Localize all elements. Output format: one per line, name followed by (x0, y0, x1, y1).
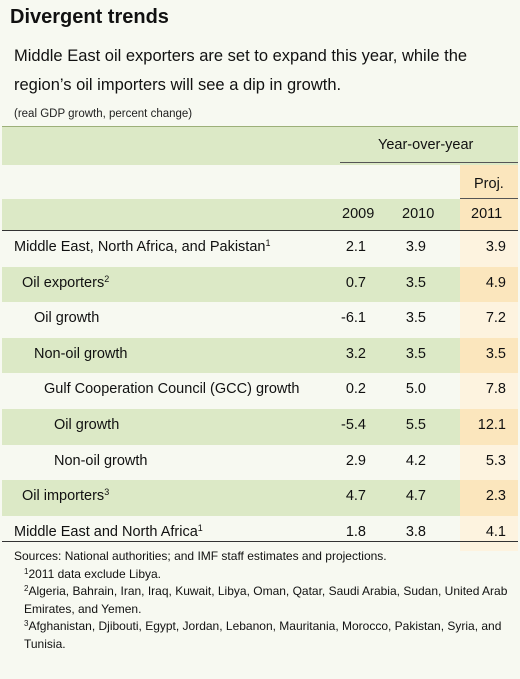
unit-note: (real GDP growth, percent change) (14, 108, 193, 120)
projection-cell-band (460, 480, 518, 516)
group-header-yoy: Year-over-year (378, 137, 474, 153)
sources-note: Sources: National authorities; and IMF s… (14, 549, 387, 563)
footnote-2-text: Algeria, Bahrain, Iran, Iraq, Kuwait, Li… (24, 584, 508, 616)
table-row: Oil importers3 4.7 4.7 2.3 (2, 480, 518, 516)
row-label-text: Gulf Cooperation Council (GCC) growth (44, 381, 300, 398)
table-row: Middle East and North Africa1 1.8 3.8 4.1 (2, 515, 518, 552)
row-label: Oil importers3 (22, 487, 110, 505)
row-footnote-marker: 1 (197, 522, 203, 533)
row-footnote-marker: 3 (104, 487, 110, 498)
value-2011: 2.3 (485, 488, 506, 505)
table-row: Oil growth -6.1 3.5 7.2 (2, 302, 518, 338)
value-2011: 7.2 (485, 310, 506, 327)
value-2011: 5.3 (485, 452, 506, 469)
value-2009: -5.4 (341, 417, 366, 433)
row-label-text: Non-oil growth (34, 345, 128, 362)
projection-cell-band (460, 302, 518, 338)
row-label: Non-oil growth (54, 453, 148, 469)
year-header-2009: 2009 (342, 206, 375, 222)
value-2009: 0.7 (345, 274, 366, 291)
projection-label: Proj. (474, 176, 504, 192)
footnote-1-text: 2011 data exclude Libya. (28, 566, 161, 581)
value-2009: 0.2 (345, 381, 366, 398)
row-label: Gulf Cooperation Council (GCC) growth (44, 381, 299, 397)
value-2009: 2.1 (345, 239, 366, 255)
header-mid-band (2, 165, 518, 199)
header-bottom-rule (2, 230, 518, 231)
footnote-3: 3Afghanistan, Djibouti, Egypt, Jordan, L… (14, 618, 514, 653)
value-2009: 3.2 (345, 345, 366, 362)
value-2011: 7.8 (485, 381, 506, 398)
projection-cell-band (460, 373, 518, 409)
table-header (2, 127, 518, 230)
projection-cell-band (460, 337, 518, 374)
value-2011: 4.9 (485, 274, 506, 291)
row-label-text: Middle East, North Africa, and Pakistan (14, 239, 266, 255)
footnote-3-marker: 3 (24, 619, 29, 628)
figure-title: Divergent trends (10, 6, 169, 28)
value-2010: 5.0 (405, 381, 426, 398)
value-2010: 4.7 (405, 488, 426, 505)
value-2010: 3.5 (405, 274, 426, 291)
table-row: Oil growth -5.4 5.5 12.1 (2, 409, 518, 445)
row-label-text: Non-oil growth (54, 452, 148, 469)
footnote-2-marker: 2 (24, 584, 29, 593)
row-label: Oil exporters2 (22, 273, 110, 291)
value-2009: 1.8 (345, 523, 366, 540)
row-label-text: Oil growth (54, 417, 120, 433)
projection-cell-band (460, 409, 518, 445)
row-label-text: Oil exporters (22, 274, 105, 291)
year-header-2011: 2011 (471, 206, 503, 222)
value-2010: 3.9 (405, 239, 426, 255)
table-row: Non-oil growth 3.2 3.5 3.5 (2, 337, 518, 374)
value-2011: 3.9 (485, 239, 506, 255)
footnote-1: 12011 data exclude Libya. (14, 566, 514, 584)
footnote-1-marker: 1 (24, 566, 29, 576)
value-2011: 3.5 (485, 345, 506, 362)
projection-header-band (460, 165, 518, 230)
value-2010: 3.8 (405, 523, 426, 540)
year-header-2010: 2010 (402, 206, 435, 222)
value-2010: 5.5 (405, 417, 426, 433)
row-label-text: Oil importers (22, 488, 105, 505)
footnote-3-text: Afghanistan, Djibouti, Egypt, Jordan, Le… (24, 619, 502, 651)
row-label: Oil growth (34, 310, 99, 326)
value-2010: 3.5 (405, 345, 426, 362)
row-label: Non-oil growth (34, 346, 128, 362)
row-footnote-marker: 1 (265, 238, 271, 248)
row-footnote-marker: 2 (104, 273, 110, 284)
figure-subtitle: Middle East oil exporters are set to exp… (14, 47, 468, 94)
projection-cell-band (460, 231, 518, 267)
footnote-2: 2Algeria, Bahrain, Iran, Iraq, Kuwait, L… (14, 583, 514, 618)
row-label-text: Oil growth (34, 310, 100, 327)
table-row: Middle East, North Africa, and Pakistan1… (2, 231, 518, 267)
value-2009: -6.1 (341, 310, 366, 327)
row-label: Oil growth (54, 417, 119, 433)
row-label: Middle East, North Africa, and Pakistan1 (14, 238, 271, 256)
table-row: Gulf Cooperation Council (GCC) growth 0.2… (2, 373, 518, 409)
value-2009: 4.7 (345, 488, 366, 505)
projection-cell-band (460, 266, 518, 303)
top-divider (2, 126, 518, 127)
footnotes: Sources: National authorities; and IMF s… (14, 548, 514, 653)
row-label: Middle East and North Africa1 (14, 522, 203, 540)
projection-cell-band (460, 515, 518, 552)
projection-cell-band (460, 444, 518, 481)
bottom-divider (2, 541, 518, 542)
value-2010: 3.5 (405, 310, 426, 327)
table-row: Oil exporters2 0.7 3.5 4.9 (2, 266, 518, 303)
value-2011: 4.1 (485, 523, 506, 540)
row-label-text: Middle East and North Africa (14, 523, 198, 540)
group-header-rule (340, 162, 518, 163)
value-2011: 12.1 (477, 417, 506, 433)
value-2010: 4.2 (405, 452, 426, 469)
projection-rule (460, 198, 518, 199)
table-row: Non-oil growth 2.9 4.2 5.3 (2, 444, 518, 481)
value-2009: 2.9 (345, 452, 366, 469)
